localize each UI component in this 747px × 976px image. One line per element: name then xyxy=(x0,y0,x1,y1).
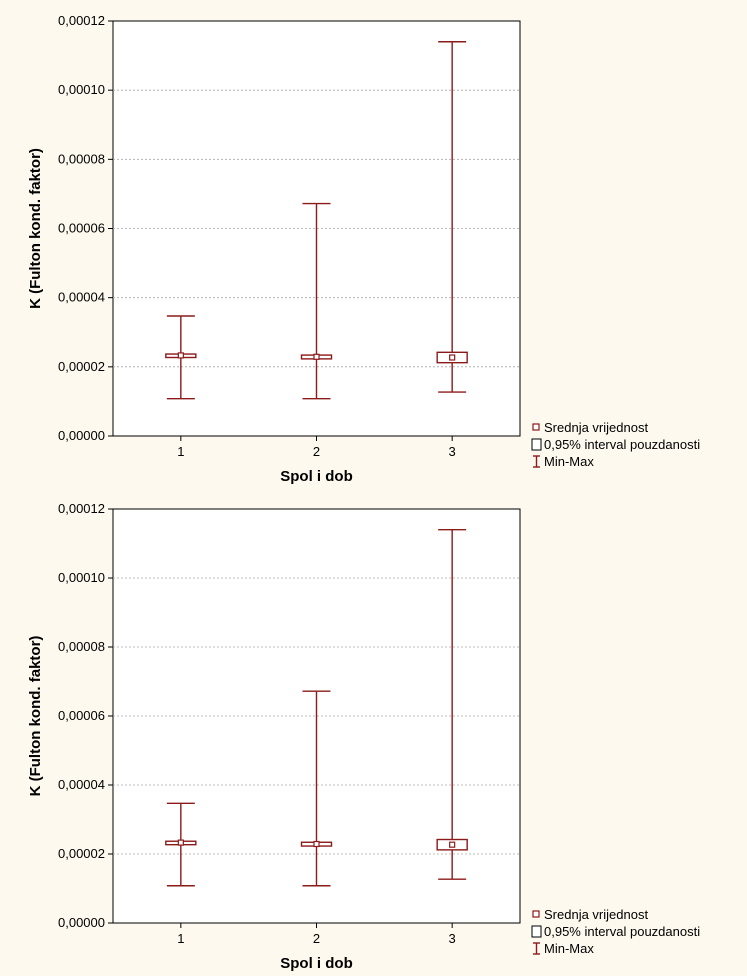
x-tick-label: 3 xyxy=(449,444,456,459)
charts-container: 0,00000 0,00002 0,00004 0,00006 0,00008 0,000… xyxy=(27,13,700,972)
y-tick-label: 0,00002 xyxy=(58,846,105,861)
y-tick-label: 0,00000 xyxy=(58,428,105,443)
group-2 xyxy=(300,202,333,400)
ci-box-icon xyxy=(531,925,542,938)
chart-2: 0,00000 0,00002 0,00004 0,00006 0,00008 0,000… xyxy=(27,501,700,972)
group-3 xyxy=(436,529,468,880)
min-max-whisker-icon xyxy=(533,455,540,468)
legend-label: 0,95% interval pouzdanosti xyxy=(544,924,700,939)
legend-item: Srednja vrijednost xyxy=(532,907,648,922)
legend-item: Srednja vrijednost xyxy=(532,420,648,435)
mean-marker xyxy=(449,354,456,361)
mean-square-icon xyxy=(532,423,540,431)
legend-item: 0,95% interval pouzdanosti xyxy=(531,924,700,939)
x-tick-label: 2 xyxy=(313,931,320,946)
y-tick-label: 0,00008 xyxy=(58,639,105,654)
y-tick-label: 0,00006 xyxy=(58,221,105,236)
legend: Srednja vrijednost 0,95% interval pouzdan… xyxy=(531,907,700,956)
min-max-whisker-icon xyxy=(533,942,540,955)
y-tick-label: 0,00010 xyxy=(58,82,105,97)
y-tick-label: 0,00010 xyxy=(58,570,105,585)
y-axis-title: K (Fulton kond. faktor) xyxy=(27,636,44,797)
y-tick-label: 0,00002 xyxy=(58,359,105,374)
x-tick-label: 2 xyxy=(313,444,320,459)
legend-item: Min-Max xyxy=(533,454,594,469)
legend-label: Min-Max xyxy=(544,941,594,956)
x-tick-label: 1 xyxy=(177,931,184,946)
chart-1: 0,00000 0,00002 0,00004 0,00006 0,00008 0,000… xyxy=(27,13,700,485)
legend: Srednja vrijednost 0,95% interval pouzdan… xyxy=(531,420,700,469)
y-tick-label: 0,00012 xyxy=(58,501,105,516)
legend-label: Srednja vrijednost xyxy=(544,907,648,922)
y-tick-label: 0,00004 xyxy=(58,290,105,305)
legend-item: Min-Max xyxy=(533,941,594,956)
legend-label: Min-Max xyxy=(544,454,594,469)
mean-marker xyxy=(313,840,320,848)
group-1 xyxy=(165,802,197,887)
y-tick-label: 0,00004 xyxy=(58,777,105,792)
y-tick-label: 0,00012 xyxy=(58,13,105,28)
legend-item: 0,95% interval pouzdanosti xyxy=(531,437,700,452)
y-tick-label: 0,00008 xyxy=(58,151,105,166)
mean-marker xyxy=(449,841,456,848)
group-2 xyxy=(300,690,333,887)
mean-marker xyxy=(177,839,184,846)
x-axis-title: Spol i dob xyxy=(280,468,353,485)
x-tick-label: 3 xyxy=(449,931,456,946)
ci-box-icon xyxy=(531,438,542,451)
group-1 xyxy=(165,315,197,400)
mean-marker xyxy=(177,352,184,359)
mean-square-icon xyxy=(532,910,540,918)
x-tick-label: 1 xyxy=(177,444,184,459)
y-axis-title: K (Fulton kond. faktor) xyxy=(27,148,44,309)
x-axis-title: Spol i dob xyxy=(280,955,353,972)
y-tick-label: 0,00006 xyxy=(58,708,105,723)
mean-marker xyxy=(313,353,320,360)
legend-label: Srednja vrijednost xyxy=(544,420,648,435)
y-tick-label: 0,00000 xyxy=(58,915,105,930)
group-3 xyxy=(436,41,468,393)
legend-label: 0,95% interval pouzdanosti xyxy=(544,437,700,452)
